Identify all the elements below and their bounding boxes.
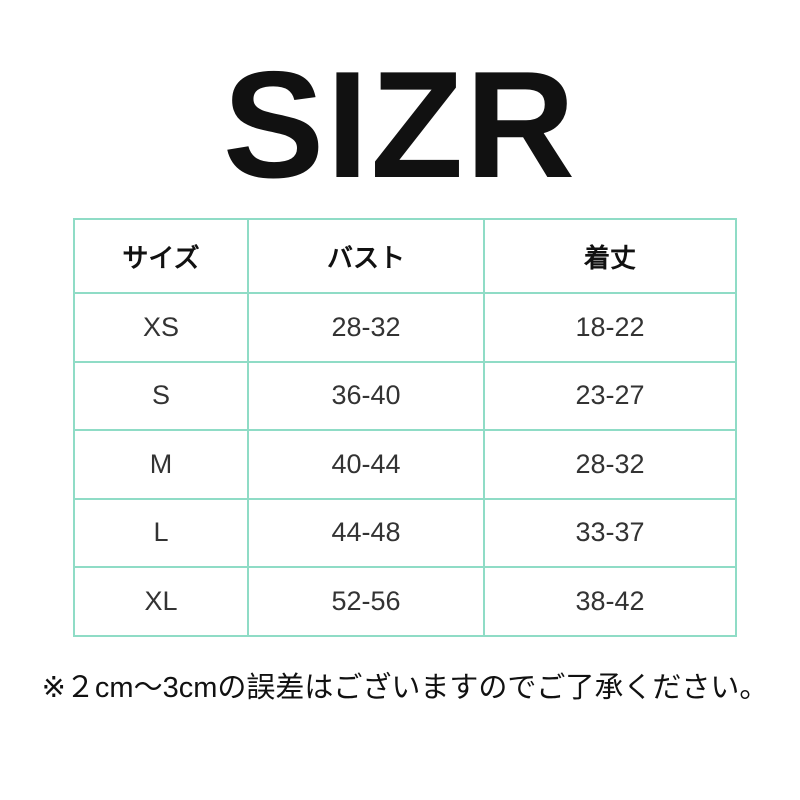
page-title: SIZR: [222, 40, 578, 210]
table-row: XS 28-32 18-22: [73, 292, 737, 361]
header-length: 着丈: [483, 220, 737, 292]
table-header-row: サイズ バスト 着丈: [73, 218, 737, 292]
cell-length: 23-27: [483, 362, 737, 429]
cell-bust: 40-44: [247, 431, 483, 498]
cell-size: XL: [73, 568, 247, 635]
size-table: サイズ バスト 着丈 XS 28-32 18-22 S 36-40 23-27 …: [73, 218, 737, 637]
cell-size: S: [73, 362, 247, 429]
cell-size: XS: [73, 294, 247, 361]
cell-size: L: [73, 499, 247, 566]
cell-length: 33-37: [483, 499, 737, 566]
cell-bust: 36-40: [247, 362, 483, 429]
cell-length: 38-42: [483, 568, 737, 635]
header-bust: バスト: [247, 220, 483, 292]
cell-bust: 44-48: [247, 499, 483, 566]
tolerance-note: ※２cm～3cmの誤差はございますのでご了承ください。: [41, 672, 769, 704]
table-row: M 40-44 28-32: [73, 429, 737, 498]
header-size: サイズ: [73, 220, 247, 292]
table-row: S 36-40 23-27: [73, 360, 737, 429]
cell-length: 28-32: [483, 431, 737, 498]
cell-bust: 28-32: [247, 294, 483, 361]
cell-length: 18-22: [483, 294, 737, 361]
table-row: L 44-48 33-37: [73, 497, 737, 566]
cell-size: M: [73, 431, 247, 498]
table-row: XL 52-56 38-42: [73, 566, 737, 637]
cell-bust: 52-56: [247, 568, 483, 635]
